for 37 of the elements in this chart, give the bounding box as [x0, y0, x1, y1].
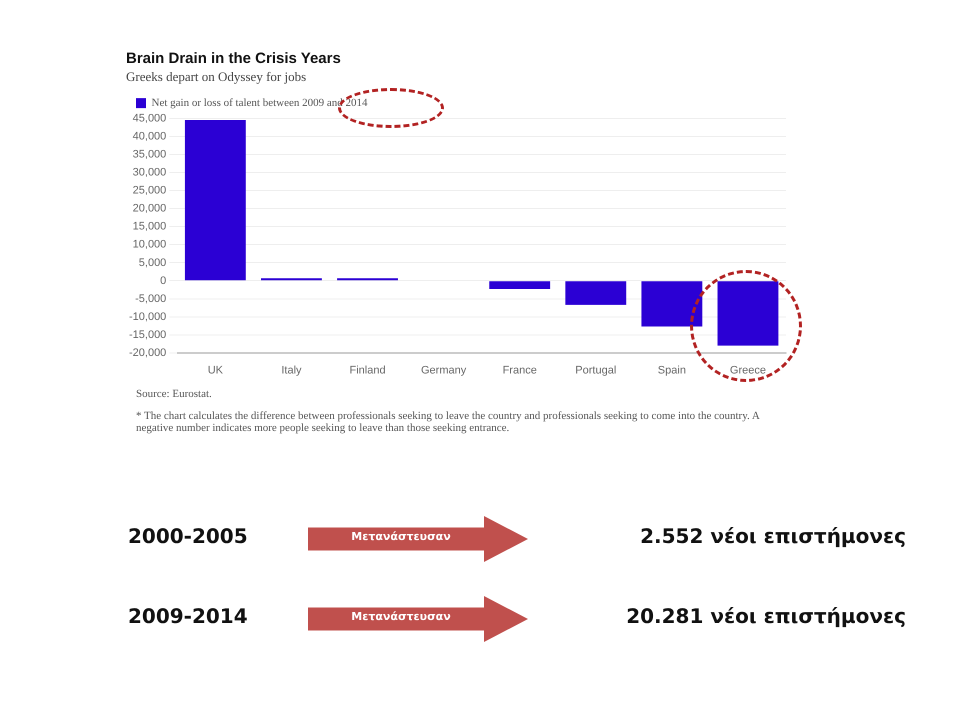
x-tick-label: Greece: [730, 364, 766, 376]
bar: [718, 281, 778, 346]
y-tick-label: 45,000: [132, 112, 166, 125]
y-tick-label: 35,000: [132, 148, 166, 161]
text: 2.552 νέοι επιστήμονες: [640, 524, 906, 548]
text: 20.281 νέοι επιστήμονες: [626, 604, 906, 628]
x-tick-label: UK: [208, 364, 224, 376]
y-tick-label: -15,000: [128, 328, 166, 341]
bar: [489, 281, 550, 290]
x-tick-label: Germany: [420, 364, 467, 376]
text: Μετανάστευσαν: [350, 530, 452, 543]
y-tick-label: -10,000: [128, 310, 166, 323]
x-tick-label: Finland: [349, 364, 386, 376]
y-tick-label: 40,000: [132, 130, 166, 143]
x-tick-label: France: [502, 364, 537, 376]
x-tick-label: Italy: [281, 364, 302, 376]
text: 2000-2005: [128, 524, 248, 548]
y-tick-label: 20,000: [132, 202, 166, 215]
x-tick-label: Portugal: [575, 364, 616, 376]
chart-title: Brain Drain in the Crisis Years: [126, 50, 341, 68]
y-tick-label: 10,000: [132, 238, 166, 251]
y-tick-label: 0: [160, 274, 166, 287]
bar: [184, 120, 246, 280]
y-tick-label: 30,000: [132, 166, 166, 179]
text: * The chart calculates the difference between professionals seeking to leave the country and professionals seeking to come into the country. A negative number indicates more people seeking to leave than those seeking entrance.: [136, 410, 761, 434]
source-note: Source: Eurostat.: [136, 388, 213, 400]
y-tick-label: 15,000: [132, 220, 166, 233]
y-tick-label: -20,000: [128, 346, 166, 359]
y-tick-label: 5,000: [138, 256, 166, 269]
y-tick-label: -5,000: [135, 292, 166, 305]
text: 2009-2014: [128, 604, 248, 628]
text: Μετανάστευσαν: [350, 610, 452, 623]
x-tick-label: Spain: [658, 364, 686, 376]
bar: [641, 281, 702, 326]
y-tick-label: 25,000: [132, 184, 166, 197]
bar: [565, 281, 626, 305]
chart-subtitle: Greeks depart on Odyssey for jobs: [126, 69, 306, 84]
